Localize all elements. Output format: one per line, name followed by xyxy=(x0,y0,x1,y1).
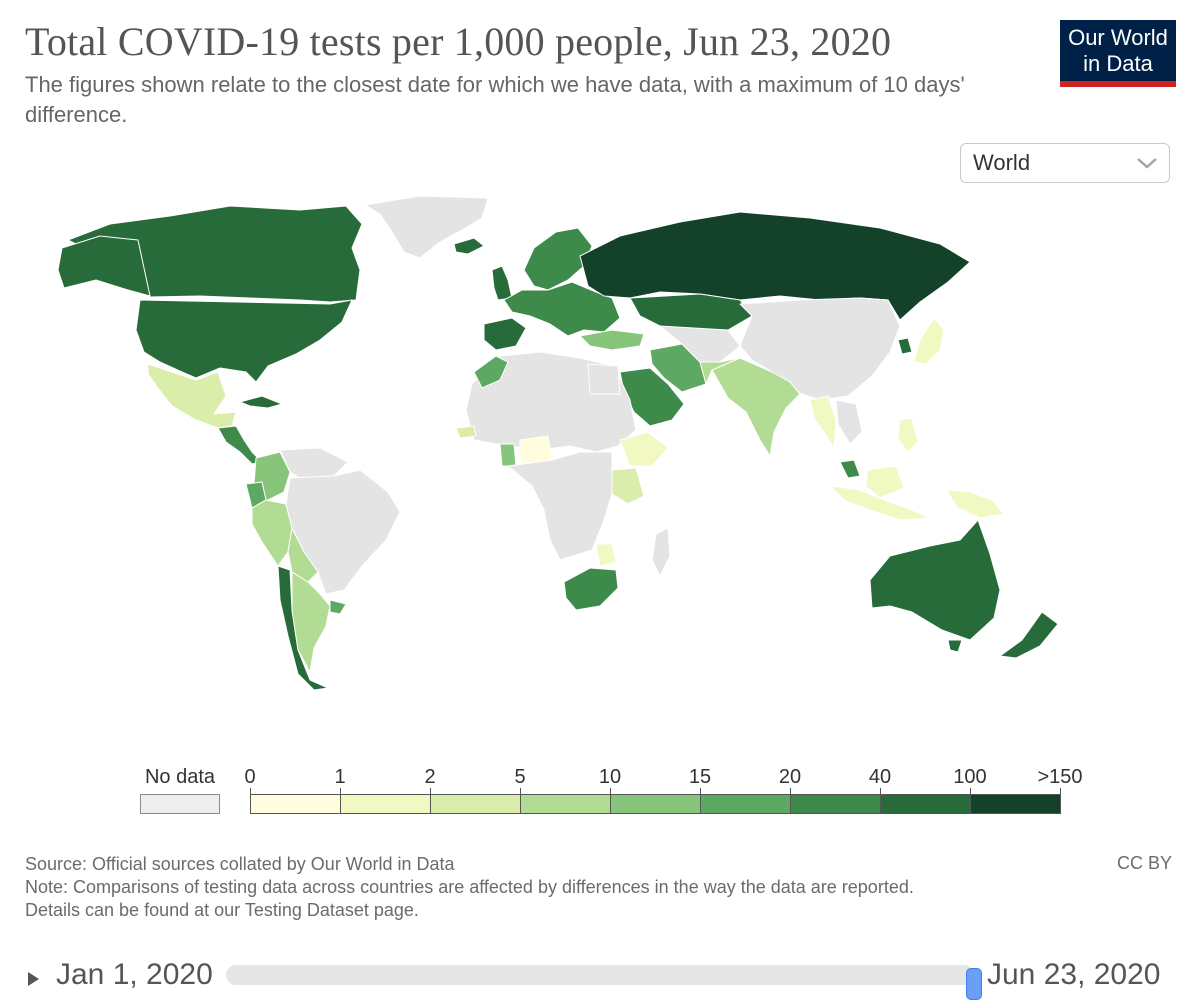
legend-tick-4 xyxy=(610,788,611,794)
country-south-korea[interactable] xyxy=(897,337,913,355)
country-central-america[interactable] xyxy=(217,425,263,465)
country-greenland[interactable] xyxy=(364,195,489,259)
logo-line-2: in Data xyxy=(1083,51,1153,76)
legend-bin-3[interactable] xyxy=(520,794,611,814)
legend-tick-label-9: >150 xyxy=(1037,766,1083,788)
legend-bin-1[interactable] xyxy=(340,794,431,814)
country-china[interactable] xyxy=(739,297,901,401)
country-turkey[interactable] xyxy=(579,329,645,351)
country-india[interactable] xyxy=(711,357,801,457)
logo-line-1: Our World xyxy=(1068,25,1168,50)
country-indonesia[interactable] xyxy=(829,485,931,521)
country-argentina[interactable] xyxy=(291,571,331,673)
country-alaska[interactable] xyxy=(57,235,151,297)
country-central-africa[interactable] xyxy=(507,451,613,561)
legend-bin-2[interactable] xyxy=(430,794,521,814)
country-philippines[interactable] xyxy=(897,417,919,453)
legend-tick-8 xyxy=(970,788,971,794)
country-iceland[interactable] xyxy=(453,237,485,255)
country-ghana[interactable] xyxy=(499,443,517,467)
country-australia[interactable] xyxy=(869,519,1001,641)
country-morocco[interactable] xyxy=(473,355,509,389)
country-south-africa[interactable] xyxy=(563,567,619,611)
legend-bin-5[interactable] xyxy=(700,794,791,814)
country-senegal[interactable] xyxy=(455,425,477,439)
legend-tick-label-3: 5 xyxy=(514,766,526,788)
region-select[interactable]: World xyxy=(960,143,1170,183)
legend-bin-4[interactable] xyxy=(610,794,701,814)
owid-logo[interactable]: Our World in Data xyxy=(1060,20,1176,87)
legend-bin-8[interactable] xyxy=(970,794,1061,814)
legend-tick-6 xyxy=(790,788,791,794)
country-egypt[interactable] xyxy=(587,363,621,395)
country-papua[interactable] xyxy=(945,489,1005,519)
timeline: Jan 1, 2020 Jun 23, 2020 xyxy=(0,955,1200,1000)
legend-no-data-label: No data xyxy=(144,766,216,788)
legend-tick-0 xyxy=(250,788,251,794)
legend-bin-6[interactable] xyxy=(790,794,881,814)
chart-subtitle: The figures shown relate to the closest … xyxy=(25,72,965,127)
country-malaysia[interactable] xyxy=(839,459,861,479)
legend-tick-3 xyxy=(520,788,521,794)
chart-title: Total COVID-19 tests per 1,000 people, J… xyxy=(25,19,892,64)
timeline-handle[interactable] xyxy=(966,968,982,1000)
timeline-end-label[interactable]: Jun 23, 2020 xyxy=(987,958,1161,991)
country-kazakhstan[interactable] xyxy=(629,293,753,333)
legend-tick-7 xyxy=(880,788,881,794)
country-zimbabwe[interactable] xyxy=(595,543,617,567)
country-southeast-asia[interactable] xyxy=(809,395,837,449)
country-chile[interactable] xyxy=(277,565,329,691)
chevron-down-icon xyxy=(1137,158,1157,169)
country-europe[interactable] xyxy=(503,281,621,337)
country-japan[interactable] xyxy=(913,317,945,365)
license-link[interactable]: CC BY xyxy=(1117,853,1173,873)
legend-tick-label-7: 40 xyxy=(868,766,892,788)
country-new-zealand[interactable] xyxy=(999,611,1059,659)
legend-tick-5 xyxy=(700,788,701,794)
legend-bin-7[interactable] xyxy=(880,794,971,814)
country-indochina[interactable] xyxy=(835,399,863,445)
country-uruguay[interactable] xyxy=(329,599,347,615)
country-madagascar[interactable] xyxy=(651,527,671,577)
legend-tick-label-4: 10 xyxy=(598,766,622,788)
legend-tick-label-0: 0 xyxy=(244,766,256,788)
details-note[interactable]: Details can be found at our Testing Data… xyxy=(25,900,419,920)
legend-tick-2 xyxy=(430,788,431,794)
country-tasmania[interactable] xyxy=(947,639,963,653)
legend: No data 0 1 2 5 10 15 20 40 100 >150 xyxy=(0,760,1200,820)
country-peru[interactable] xyxy=(251,499,293,567)
country-usa[interactable] xyxy=(135,299,353,383)
legend-tick-9 xyxy=(1060,788,1061,794)
legend-tick-label-8: 100 xyxy=(953,766,987,788)
timeline-track[interactable] xyxy=(226,965,982,1000)
comparison-note: Note: Comparisons of testing data across… xyxy=(25,877,914,897)
country-borneo[interactable] xyxy=(865,465,905,499)
footer: Source: Official sources collated by Our… xyxy=(25,853,1125,922)
source-note: Source: Official sources collated by Our… xyxy=(25,854,455,874)
legend-tick-label-1: 1 xyxy=(334,766,346,788)
region-select-value: World xyxy=(973,150,1031,175)
country-spain-portugal[interactable] xyxy=(483,317,527,351)
legend-tick-label-5: 15 xyxy=(688,766,712,788)
legend-bin-0[interactable] xyxy=(250,794,341,814)
world-map[interactable] xyxy=(0,190,1200,720)
legend-tick-label-6: 20 xyxy=(778,766,802,788)
country-uk[interactable] xyxy=(491,265,513,301)
country-kenya[interactable] xyxy=(611,467,645,505)
legend-no-data-swatch[interactable] xyxy=(140,794,220,814)
legend-tick-1 xyxy=(340,788,341,794)
country-ethiopia[interactable] xyxy=(619,431,669,467)
legend-tick-label-2: 2 xyxy=(424,766,436,788)
play-icon[interactable] xyxy=(28,972,39,986)
timeline-start-label[interactable]: Jan 1, 2020 xyxy=(56,958,213,991)
country-pakistan[interactable] xyxy=(699,357,741,385)
country-cuba[interactable] xyxy=(239,395,283,409)
country-venezuela[interactable] xyxy=(279,447,349,479)
country-russia[interactable] xyxy=(579,211,971,321)
